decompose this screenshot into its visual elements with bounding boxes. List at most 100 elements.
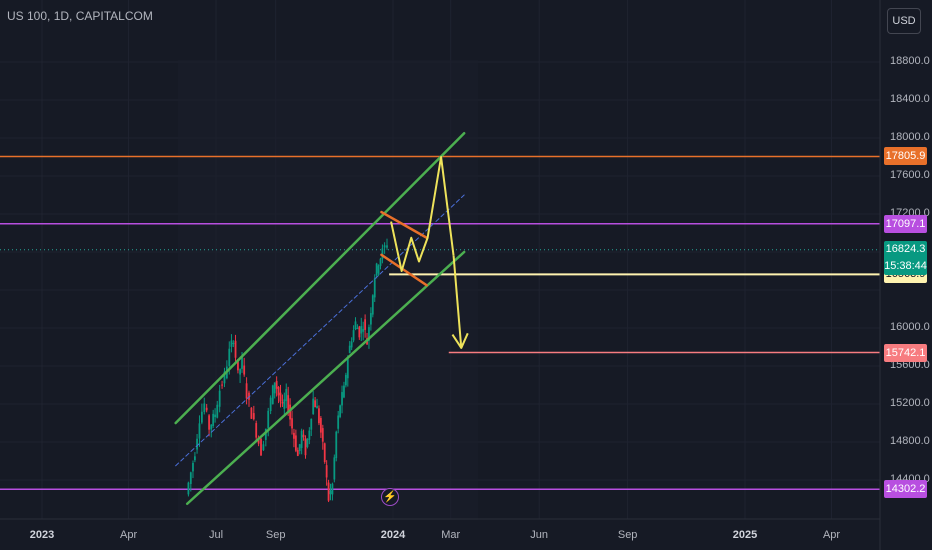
- candle-body: [212, 413, 215, 426]
- candle-body: [243, 365, 246, 375]
- candle-body: [356, 328, 359, 330]
- candle-body: [239, 369, 241, 375]
- candle-body: [327, 482, 330, 501]
- projection-arrow-shaft: [452, 255, 463, 349]
- channel-lower-line: [185, 250, 466, 505]
- flag-upper-line: [380, 210, 428, 239]
- candle-body: [279, 392, 282, 402]
- time-tick-label: Sep: [617, 529, 638, 541]
- price-tick-label: 18800.0: [890, 55, 930, 67]
- candle-body: [323, 443, 326, 463]
- candle-body: [343, 385, 345, 398]
- candle-body: [321, 428, 324, 442]
- candle-body: [271, 385, 274, 405]
- candle-body: [285, 388, 288, 402]
- candle-body: [335, 431, 338, 458]
- candle-body: [341, 392, 343, 406]
- candle-body: [248, 392, 250, 400]
- projection-path: [390, 156, 455, 272]
- candle-body: [216, 404, 219, 418]
- candle-body: [346, 358, 349, 379]
- candle-body: [291, 418, 293, 429]
- candle-body: [375, 263, 378, 276]
- candle-body: [300, 430, 303, 448]
- candle-body: [348, 345, 351, 353]
- symbol-title: US 100, 1D, CAPITALCOM: [7, 9, 153, 23]
- price-level-badge: 17097.1: [884, 214, 927, 233]
- candle-body: [214, 414, 216, 418]
- candle-body: [255, 423, 258, 438]
- candle-body: [275, 380, 278, 389]
- candle-body: [269, 397, 272, 412]
- trend-drawings: [174, 132, 469, 505]
- candle-body: [358, 326, 361, 338]
- candle-body: [304, 438, 307, 456]
- candle-body: [352, 330, 355, 341]
- currency-button[interactable]: USD: [887, 8, 921, 34]
- candle-body: [281, 402, 284, 404]
- channel-upper-line: [174, 132, 466, 425]
- price-level-badge: 14302.2: [884, 480, 927, 499]
- candle-body: [373, 278, 376, 298]
- candle-body: [379, 258, 382, 266]
- candle-body: [192, 462, 194, 472]
- candle-body: [289, 404, 292, 420]
- price-tick-label: 14800.0: [890, 435, 930, 447]
- candle-body: [296, 450, 299, 456]
- candle-body: [205, 407, 208, 411]
- candle-body: [310, 418, 313, 430]
- candle-body: [312, 398, 315, 414]
- candle-body: [377, 265, 380, 274]
- projection-arrow-head: [451, 332, 469, 349]
- candle-body: [252, 413, 255, 420]
- price-tick-label: 18000.0: [890, 131, 930, 143]
- price-level-lines: [0, 155, 880, 491]
- candle-body: [294, 435, 297, 451]
- candle-body: [230, 340, 233, 347]
- candle-body: [210, 424, 213, 430]
- candle-body: [386, 245, 388, 248]
- candle-body: [273, 382, 276, 394]
- candle-body: [383, 245, 386, 248]
- candle-body: [218, 390, 221, 407]
- candle-body: [250, 407, 253, 419]
- candle-body: [333, 457, 336, 480]
- candle-body: [203, 403, 206, 413]
- candle-body: [237, 359, 239, 371]
- candle-body: [337, 415, 340, 429]
- price-tick-label: 17600.0: [890, 169, 930, 181]
- price-tick-label: 15200.0: [890, 397, 930, 409]
- time-tick-label: Jun: [530, 529, 549, 541]
- candle-body: [228, 348, 231, 367]
- channel-shade: [178, 60, 478, 520]
- candle-body: [381, 248, 384, 259]
- candle-body: [308, 430, 311, 440]
- time-tick-label: Sep: [265, 529, 286, 541]
- candle-body: [316, 406, 318, 409]
- candle-body: [234, 340, 237, 358]
- channel-mid-line: [175, 194, 465, 467]
- candle-body: [329, 490, 332, 495]
- candle-body: [208, 415, 210, 430]
- candle-body: [360, 326, 363, 334]
- candle-body: [314, 400, 317, 408]
- candle-body: [344, 374, 347, 386]
- price-tick-label: 16000.0: [890, 321, 930, 333]
- candle-body: [364, 319, 367, 330]
- candle-body: [283, 399, 286, 409]
- lightning-icon[interactable]: ⚡: [381, 488, 399, 506]
- price-level-badge: 17805.9: [884, 147, 927, 166]
- candle-body: [200, 411, 203, 423]
- candle-body: [371, 295, 374, 315]
- candle-body: [325, 465, 328, 478]
- candle-body: [245, 383, 248, 399]
- candle-body: [223, 371, 226, 384]
- price-tick-label: 18400.0: [890, 93, 930, 105]
- current-price-badge: 16824.3 15:38:44: [884, 240, 927, 275]
- time-tick-label: Apr: [119, 529, 138, 541]
- candle-body: [198, 423, 201, 439]
- candle-body: [262, 444, 265, 451]
- candlestick-series: [187, 238, 388, 503]
- candle-body: [350, 341, 353, 348]
